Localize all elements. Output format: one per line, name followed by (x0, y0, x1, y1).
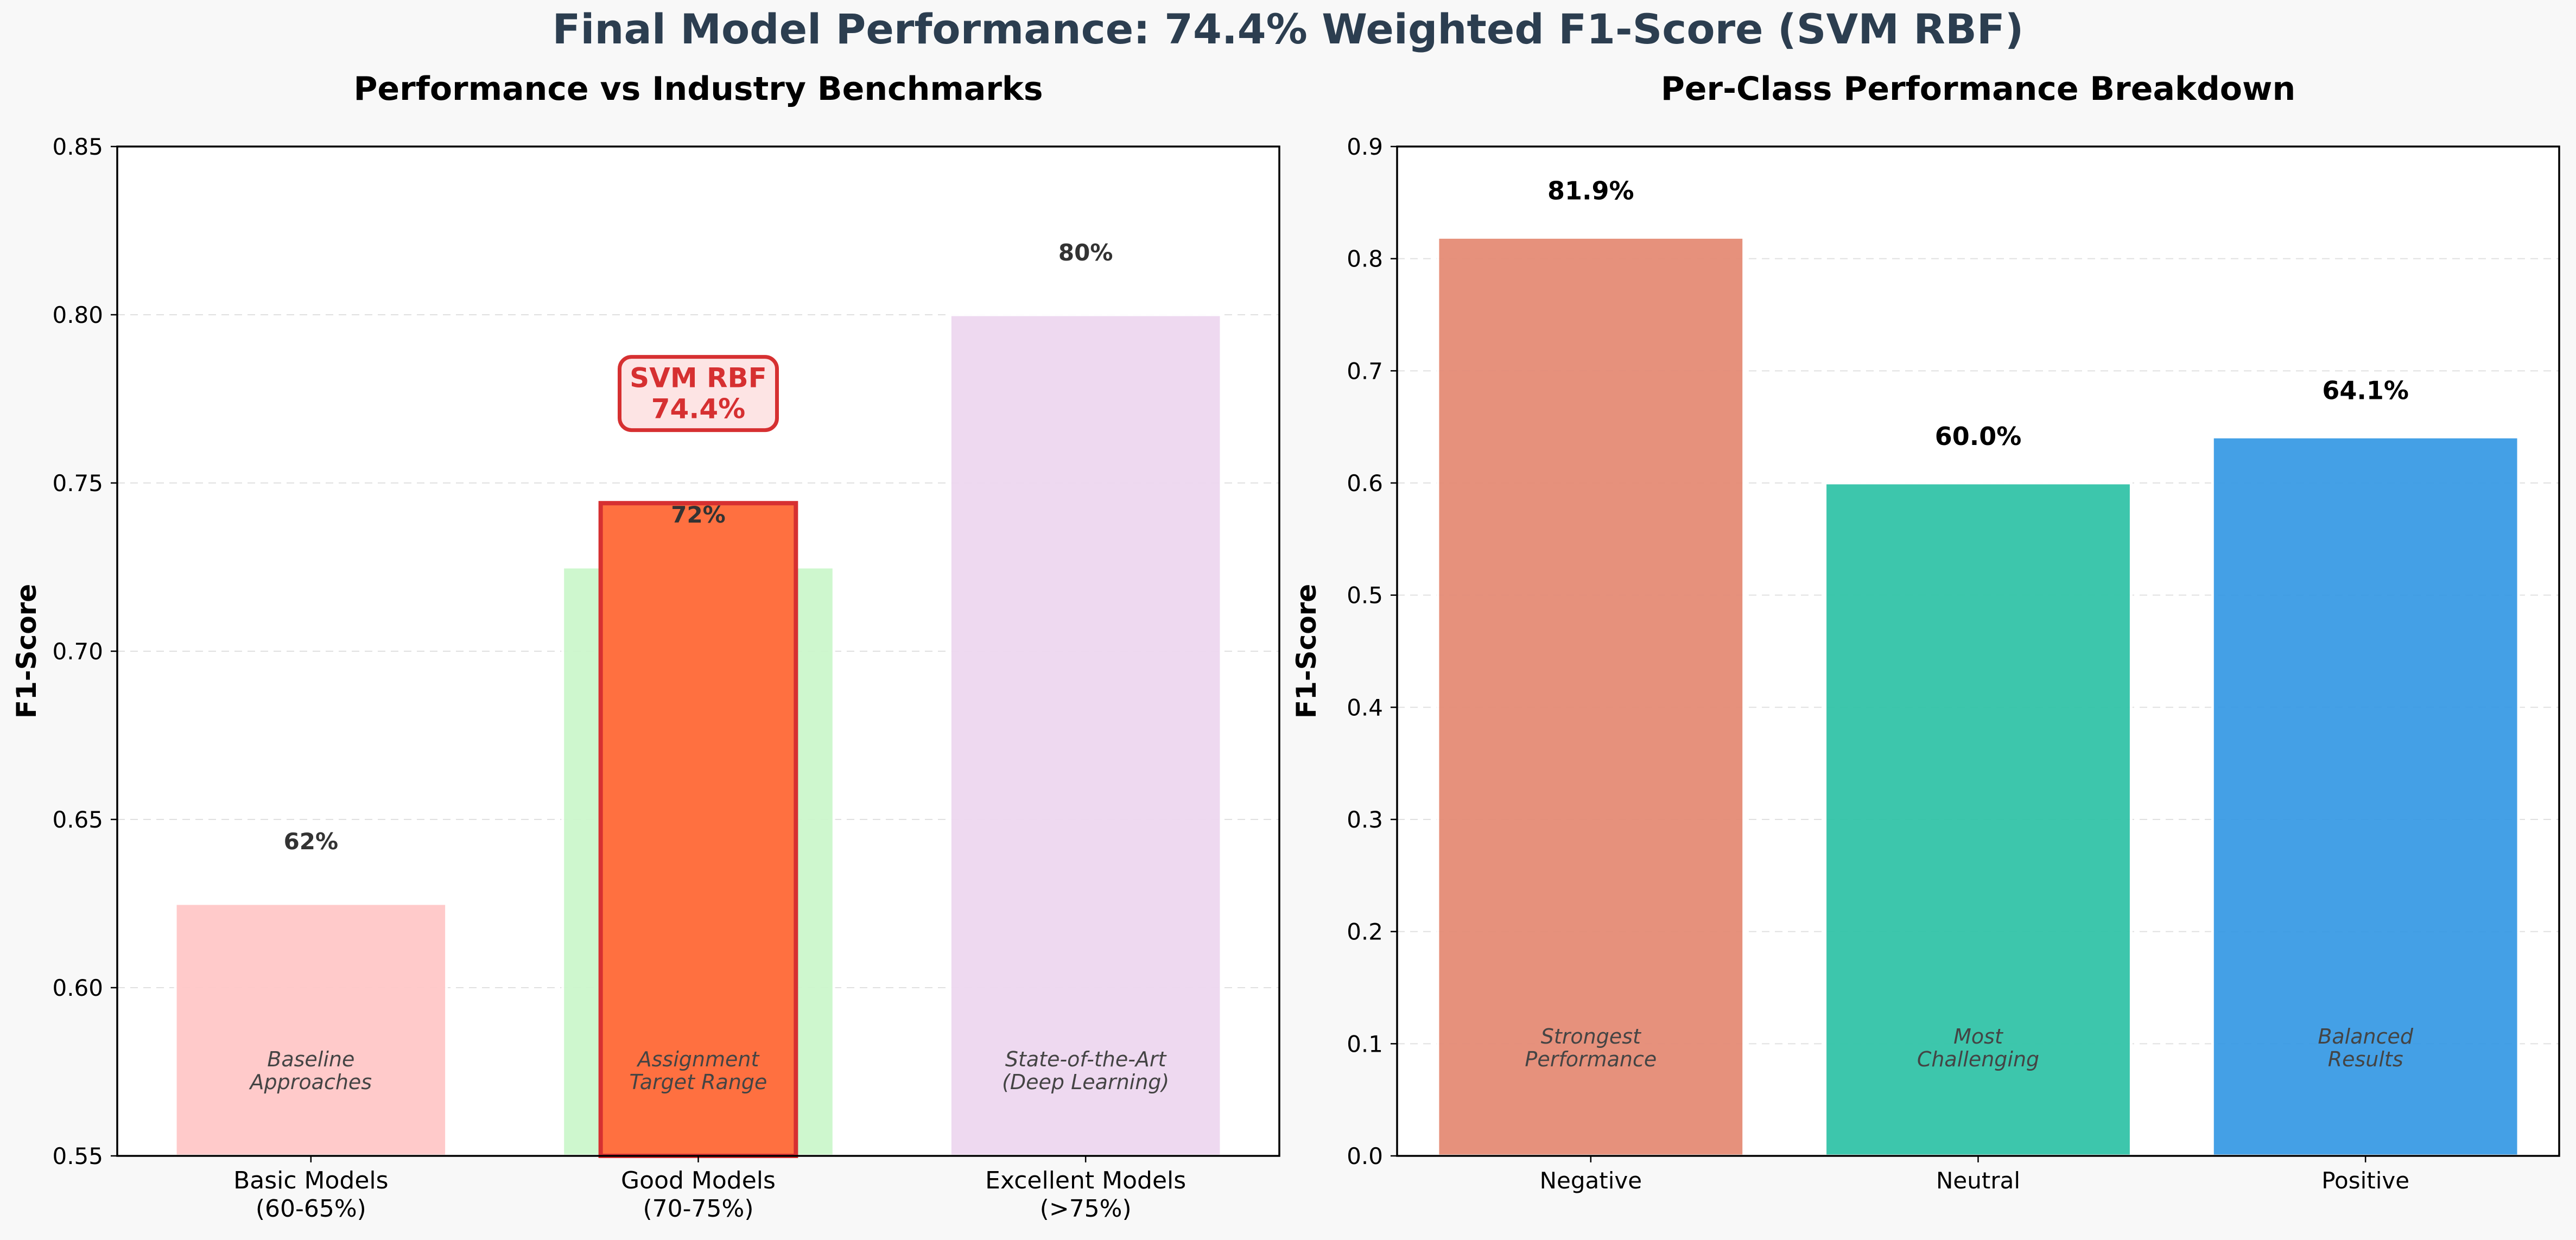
x-tick-label: Basic Models (233, 1167, 389, 1194)
bar-note: Results (2328, 1047, 2403, 1071)
figure-title: Final Model Performance: 74.4% Weighted … (552, 5, 2023, 53)
benchmark-chart: Performance vs Industry Benchmarks 0.55 0.… (11, 70, 1280, 1223)
bar-note: Target Range (630, 1070, 767, 1094)
x-tick-label: (60-65%) (256, 1195, 366, 1223)
plot-frame (116, 145, 1280, 1157)
bar-value-label: 80% (1058, 239, 1113, 266)
callout-box (618, 355, 779, 433)
y-tick-label: 0.2 (1347, 919, 1383, 945)
bar-value-label: 60.0% (1935, 422, 2022, 451)
bar-note: Most (1953, 1025, 2004, 1048)
bar-note: Strongest (1541, 1025, 1642, 1048)
y-tick-label: 0.1 (1347, 1031, 1383, 1057)
callout-label: SVM RBF (630, 363, 767, 394)
y-tick-label: 0.9 (1347, 133, 1383, 160)
bar (948, 313, 1223, 1158)
bar (174, 902, 448, 1158)
y-tick-label: 0.80 (52, 302, 103, 328)
per-class-chart: Per-Class Performance Breakdown 0.0 0.1 0.2… (1291, 70, 2560, 1194)
x-tick-label: Good Models (621, 1167, 776, 1194)
plot-frame (1396, 145, 2560, 1157)
y-tick-label: 0.4 (1347, 694, 1383, 721)
x-tick-label: (70-75%) (643, 1195, 754, 1223)
y-tick-label: 0.3 (1347, 806, 1383, 833)
bar-note: Performance (1525, 1047, 1657, 1071)
y-axis-label: F1-Score (11, 584, 42, 718)
bar (2211, 435, 2520, 1158)
x-tick-label: Neutral (1936, 1167, 2020, 1194)
bar-note: Baseline (267, 1047, 354, 1071)
y-tick-label: 0.5 (1347, 582, 1383, 609)
bar-note: Balanced (2318, 1025, 2414, 1048)
y-tick-label: 0.65 (52, 806, 103, 833)
axis-title: Performance vs Industry Benchmarks (353, 70, 1043, 108)
y-tick-label: 0.60 (52, 975, 103, 1001)
bar (1436, 236, 1746, 1158)
y-tick-label: 0.0 (1347, 1143, 1383, 1169)
y-axis-label: F1-Score (1291, 584, 1322, 718)
y-tick-label: 0.8 (1347, 246, 1383, 272)
y-tick-label: 0.55 (52, 1143, 103, 1169)
x-tick-label: Excellent Models (985, 1167, 1186, 1194)
axis-title: Per-Class Performance Breakdown (1661, 70, 2295, 108)
bar-note: Approaches (249, 1070, 372, 1094)
bar-value-label: 62% (284, 828, 339, 855)
y-tick-label: 0.85 (52, 133, 103, 160)
x-tick-label: (>75%) (1040, 1195, 1132, 1223)
x-tick-label: Positive (2321, 1167, 2409, 1194)
callout-value: 74.4% (651, 393, 745, 425)
y-tick-label: 0.6 (1347, 470, 1383, 497)
highlight-bar (598, 501, 798, 1159)
y-tick-label: 0.75 (52, 470, 103, 497)
x-tick-label: Negative (1540, 1167, 1642, 1194)
bar-note: State-of-the-Art (1005, 1047, 1168, 1071)
bar-note: (Deep Learning) (1002, 1070, 1169, 1094)
bar-value-label: 81.9% (1547, 176, 1634, 205)
bar-value-label: 64.1% (2322, 376, 2409, 405)
bar-value-label: 72% (671, 501, 726, 528)
bar-note: Assignment (636, 1047, 760, 1071)
bar-note: Challenging (1917, 1047, 2039, 1071)
y-tick-label: 0.7 (1347, 358, 1383, 384)
y-tick-label: 0.70 (52, 638, 103, 665)
